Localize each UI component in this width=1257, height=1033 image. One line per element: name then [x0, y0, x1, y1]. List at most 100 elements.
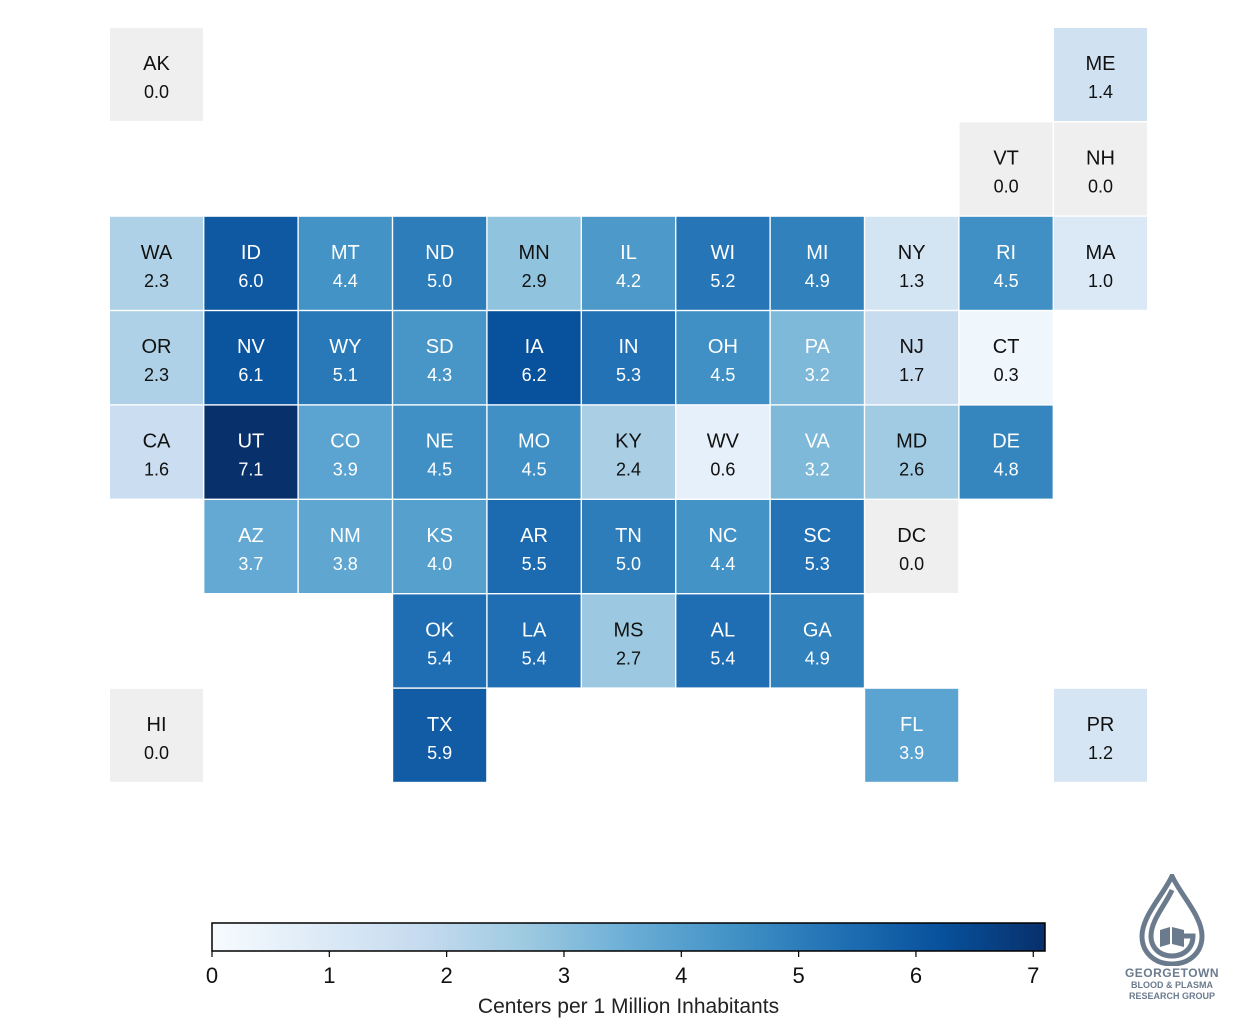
- tile-value-label: 2.3: [144, 271, 169, 291]
- tile-rect: [582, 594, 675, 688]
- tile-state-label: OK: [425, 619, 455, 641]
- state-tile-md: MD 2.6: [865, 405, 959, 499]
- tile-value-label: 1.7: [899, 365, 924, 385]
- state-tile-nd: ND 5.0: [393, 216, 487, 310]
- state-tile-mn: MN 2.9: [487, 216, 581, 310]
- tile-state-label: MO: [518, 431, 550, 453]
- tile-state-label: KY: [615, 431, 642, 453]
- state-tile-il: IL 4.2: [582, 216, 675, 310]
- tile-rect: [110, 216, 203, 310]
- tile-rect: [487, 216, 581, 310]
- tile-value-label: 4.9: [805, 271, 830, 291]
- tile-value-label: 6.0: [238, 271, 263, 291]
- tile-state-label: OR: [142, 336, 172, 358]
- tile-state-label: GA: [803, 619, 833, 641]
- state-tile-ny: NY 1.3: [865, 216, 959, 310]
- state-tiles: AK 0.0 ME 1.4 VT 0.0 NH 0.0 WA 2.3 ID 6.0 MT 4.4 ND 5.0…: [110, 28, 1147, 782]
- state-tile-id: ID 6.0: [204, 216, 298, 310]
- tile-state-label: UT: [238, 431, 265, 453]
- state-tile-nc: NC 4.4: [676, 500, 770, 593]
- tile-state-label: VA: [805, 431, 831, 453]
- tile-rect: [110, 311, 203, 405]
- tile-state-label: CT: [993, 336, 1020, 358]
- tile-value-label: 2.6: [899, 460, 924, 480]
- state-tile-nh: NH 0.0: [1054, 122, 1147, 216]
- state-tile-nv: NV 6.1: [204, 311, 298, 405]
- tile-rect: [582, 311, 675, 405]
- tile-state-label: NE: [426, 431, 454, 453]
- tile-state-label: WA: [141, 242, 173, 264]
- tile-value-label: 6.2: [522, 365, 547, 385]
- state-tile-ak: AK 0.0: [110, 28, 203, 121]
- state-tile-co: CO 3.9: [298, 405, 392, 499]
- state-tile-ky: KY 2.4: [582, 405, 675, 499]
- tile-value-label: 1.0: [1088, 271, 1113, 291]
- tile-value-label: 4.5: [522, 460, 547, 480]
- tile-rect: [865, 311, 959, 405]
- tile-state-label: MN: [519, 242, 550, 264]
- tile-state-label: ID: [241, 242, 261, 264]
- tile-state-label: TX: [427, 714, 453, 736]
- tile-value-label: 0.0: [899, 554, 924, 574]
- tile-value-label: 3.8: [333, 554, 358, 574]
- tile-rect: [1054, 688, 1147, 782]
- colorbar-tick-label: 3: [558, 963, 570, 988]
- tile-rect: [298, 500, 392, 593]
- tile-value-label: 5.4: [427, 648, 452, 668]
- state-tile-ne: NE 4.5: [393, 405, 487, 499]
- tile-rect: [959, 216, 1053, 310]
- tile-state-label: LA: [522, 619, 547, 641]
- state-tile-nm: NM 3.8: [298, 500, 392, 593]
- tile-value-label: 3.9: [333, 460, 358, 480]
- state-tile-ct: CT 0.3: [959, 311, 1053, 405]
- tile-value-label: 1.4: [1088, 82, 1113, 102]
- tile-state-label: DC: [897, 525, 926, 547]
- state-tile-wa: WA 2.3: [110, 216, 203, 310]
- tile-value-label: 4.0: [427, 554, 452, 574]
- tile-rect: [959, 122, 1053, 216]
- state-tile-sd: SD 4.3: [393, 311, 487, 405]
- state-tile-ks: KS 4.0: [393, 500, 487, 593]
- tile-rect: [298, 216, 392, 310]
- state-tile-la: LA 5.4: [487, 594, 581, 688]
- logo-line-1: GEORGETOWN: [1124, 966, 1220, 980]
- tile-state-label: SC: [803, 525, 831, 547]
- colorbar-tick-label: 4: [675, 963, 687, 988]
- colorbar-label: Centers per 1 Million Inhabitants: [478, 995, 779, 1018]
- tile-state-label: ND: [425, 242, 454, 264]
- tile-state-label: WI: [711, 242, 735, 264]
- state-tile-vt: VT 0.0: [959, 122, 1053, 216]
- tile-rect: [487, 500, 581, 593]
- tile-state-label: MT: [331, 242, 360, 264]
- tile-rect: [582, 216, 675, 310]
- tile-rect: [1054, 122, 1147, 216]
- state-tile-wi: WI 5.2: [676, 216, 770, 310]
- state-tile-mi: MI 4.9: [770, 216, 864, 310]
- tile-rect: [676, 500, 770, 593]
- tile-rect: [393, 405, 487, 499]
- tile-value-label: 3.2: [805, 460, 830, 480]
- tile-state-label: MD: [896, 431, 927, 453]
- tile-value-label: 2.3: [144, 365, 169, 385]
- state-tile-hi: HI 0.0: [110, 688, 203, 782]
- tile-value-label: 1.3: [899, 271, 924, 291]
- state-tile-de: DE 4.8: [959, 405, 1053, 499]
- tile-value-label: 5.2: [710, 271, 735, 291]
- tile-value-label: 0.0: [1088, 176, 1113, 196]
- tile-value-label: 3.7: [238, 554, 263, 574]
- tile-value-label: 0.3: [994, 365, 1019, 385]
- tile-state-label: VT: [993, 147, 1019, 169]
- tile-state-label: CO: [330, 431, 360, 453]
- tile-state-label: IA: [525, 336, 545, 358]
- tile-state-label: AR: [520, 525, 548, 547]
- tile-rect: [204, 216, 298, 310]
- tile-rect: [1054, 28, 1147, 121]
- state-tile-pr: PR 1.2: [1054, 688, 1147, 782]
- state-tile-ia: IA 6.2: [487, 311, 581, 405]
- tile-state-label: PA: [805, 336, 831, 358]
- state-tile-az: AZ 3.7: [204, 500, 298, 593]
- tile-rect: [959, 311, 1053, 405]
- tile-value-label: 1.2: [1088, 743, 1113, 763]
- tile-rect: [676, 216, 770, 310]
- tile-value-label: 4.2: [616, 271, 641, 291]
